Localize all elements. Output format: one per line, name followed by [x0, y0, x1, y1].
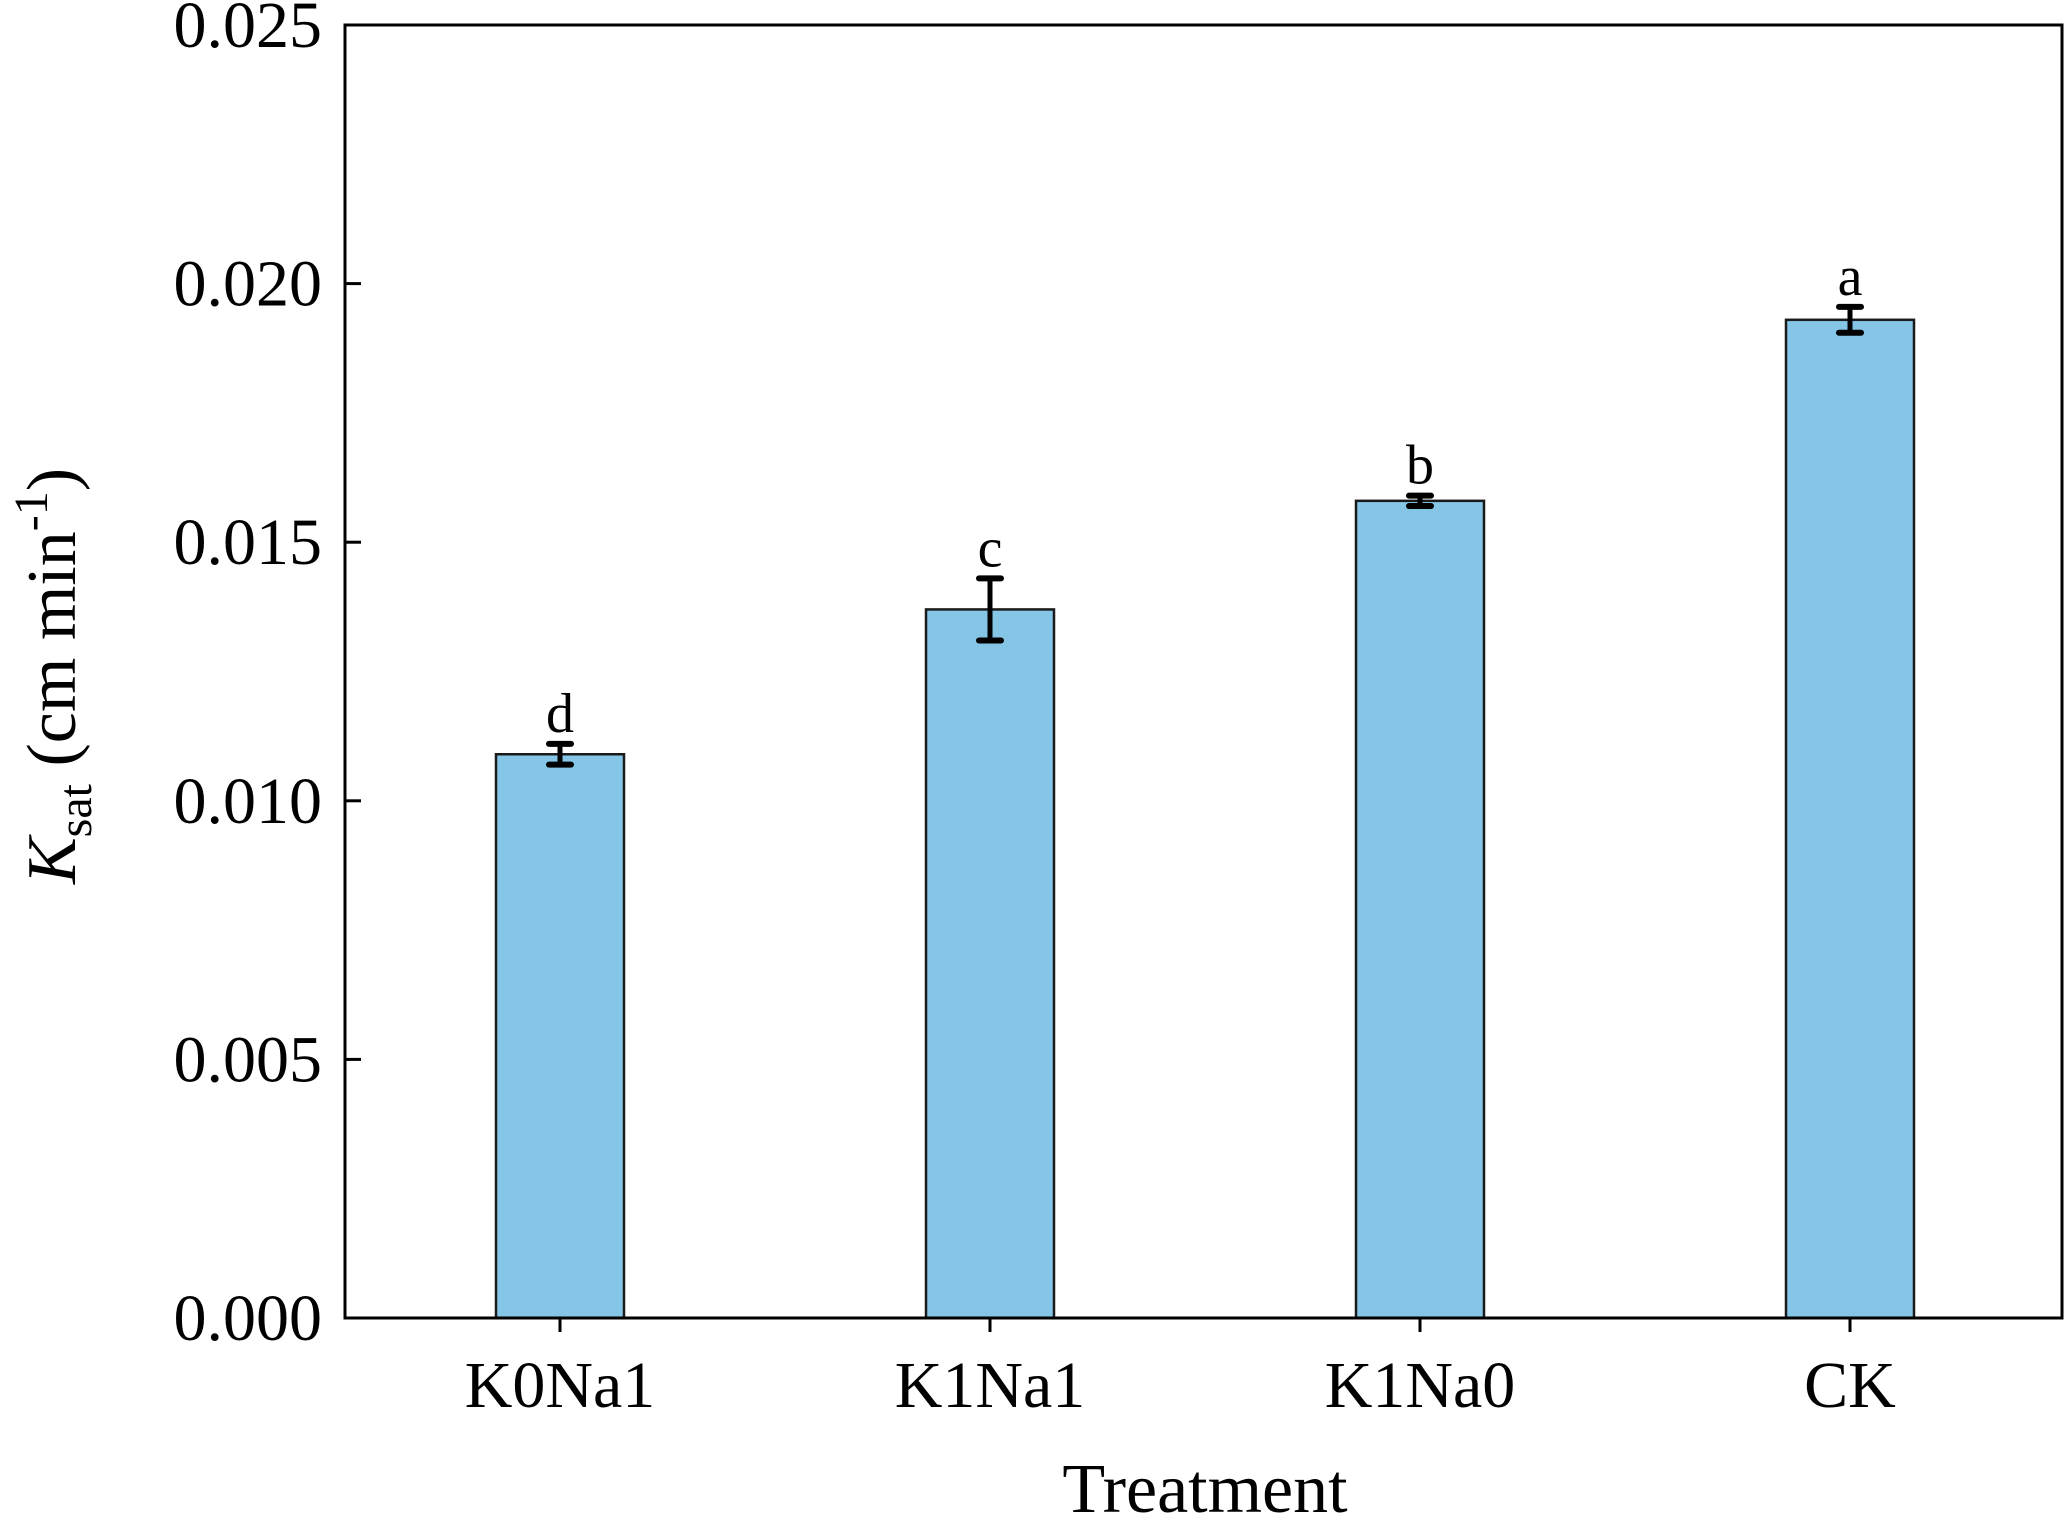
error-bar-k0na1 [546, 740, 574, 768]
error-bar-k1na0 [1406, 492, 1434, 509]
y-tick-label: 0.000 [174, 1282, 323, 1355]
error-bar-k1na1 [976, 575, 1004, 644]
y-axis-unit: (cm min [14, 531, 91, 784]
y-axis-symbol: K [14, 834, 91, 885]
x-tick-label-k1na1: K1Na1 [895, 1349, 1086, 1422]
y-axis-subscript: sat [49, 783, 102, 837]
bar-k1na0 [1354, 499, 1486, 1320]
y-tick-label: 0.025 [174, 0, 323, 62]
bars-layer [494, 318, 1916, 1320]
significance-letter-k0na1: d [546, 683, 574, 745]
x-tick-label-k1na0: K1Na0 [1325, 1349, 1516, 1422]
y-tick-label: 0.020 [174, 248, 323, 321]
y-axis-unit-superscript: -1 [5, 491, 58, 531]
significance-letter-ck: a [1838, 246, 1863, 308]
significance-letter-k1na0: b [1406, 435, 1434, 497]
y-axis-title: Ksat (cm min-1) [5, 468, 102, 885]
significance-letters-layer: d c b a [546, 246, 1863, 745]
axes-layer [343, 23, 2064, 1332]
y-tick-label: 0.015 [174, 506, 323, 579]
error-bar-ck [1836, 303, 1864, 336]
y-axis-unit-close: ) [14, 468, 91, 491]
significance-letter-k1na1: c [978, 517, 1003, 579]
x-axis-title: Treatment [1062, 1451, 1348, 1528]
bar-ck [1784, 318, 1916, 1320]
plot-frame [343, 23, 2064, 1320]
y-tick-label: 0.005 [174, 1023, 323, 1096]
y-tick-label: 0.010 [174, 765, 323, 838]
error-bars-layer [546, 303, 1864, 768]
x-tick-label-ck: CK [1804, 1349, 1896, 1422]
x-tick-label-k0na1: K0Na1 [465, 1349, 656, 1422]
tick-labels-layer: K0Na1 K1Na1 K1Na0 CK 0.000 0.005 0.010 0.015 0.0… [174, 0, 1896, 1422]
bar-k1na1 [924, 608, 1056, 1320]
bar-k0na1 [494, 753, 626, 1320]
